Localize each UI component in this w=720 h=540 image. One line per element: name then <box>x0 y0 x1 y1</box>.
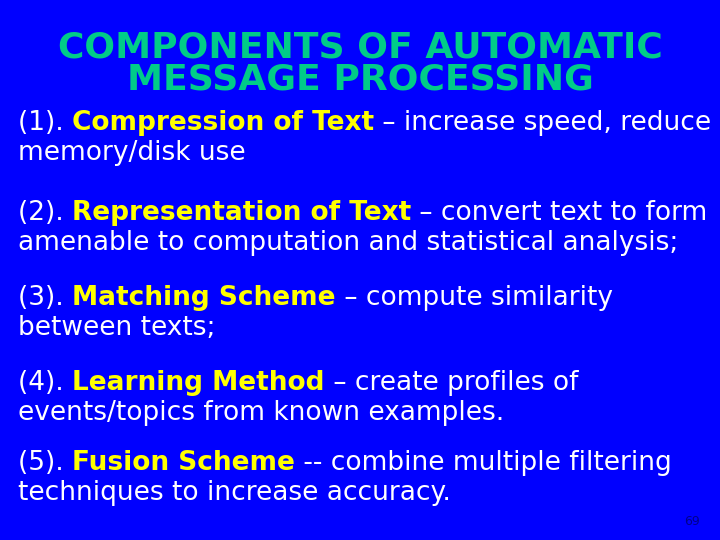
Text: Learning Method: Learning Method <box>72 370 325 396</box>
Text: MESSAGE PROCESSING: MESSAGE PROCESSING <box>127 62 593 96</box>
Text: -- combine multiple filtering: -- combine multiple filtering <box>295 450 672 476</box>
Text: Compression of Text: Compression of Text <box>72 110 374 136</box>
Text: (1).: (1). <box>18 110 72 136</box>
Text: (3).: (3). <box>18 285 72 311</box>
Text: – convert text to form: – convert text to form <box>411 200 708 226</box>
Text: Fusion Scheme: Fusion Scheme <box>72 450 295 476</box>
Text: amenable to computation and statistical analysis;: amenable to computation and statistical … <box>18 230 678 256</box>
Text: – create profiles of: – create profiles of <box>325 370 578 396</box>
Text: (5).: (5). <box>18 450 72 476</box>
Text: (4).: (4). <box>18 370 72 396</box>
Text: (2).: (2). <box>18 200 72 226</box>
Text: Matching Scheme: Matching Scheme <box>72 285 336 311</box>
Text: COMPONENTS OF AUTOMATIC: COMPONENTS OF AUTOMATIC <box>58 30 662 64</box>
Text: Representation of Text: Representation of Text <box>72 200 411 226</box>
Text: 69: 69 <box>684 515 700 528</box>
Text: events/topics from known examples.: events/topics from known examples. <box>18 400 504 426</box>
Text: – compute similarity: – compute similarity <box>336 285 613 311</box>
Text: memory/disk use: memory/disk use <box>18 140 246 166</box>
Text: techniques to increase accuracy.: techniques to increase accuracy. <box>18 480 451 506</box>
Text: between texts;: between texts; <box>18 315 215 341</box>
Text: – increase speed, reduce: – increase speed, reduce <box>374 110 711 136</box>
